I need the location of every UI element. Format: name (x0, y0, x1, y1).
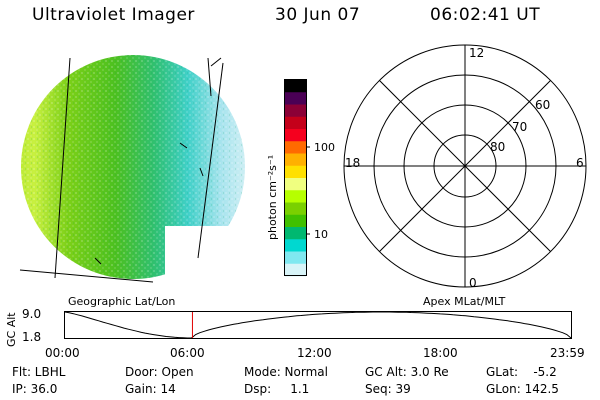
colorbar-cell (285, 214, 306, 228)
colorbar-cell (285, 92, 306, 105)
colorbar-cell (285, 165, 306, 179)
mlt-label-0: 0 (469, 276, 477, 290)
uv-earth-image (19, 55, 245, 286)
colorbar-cell (285, 227, 306, 240)
mlat-label-60: 60 (535, 98, 551, 112)
mlat-label-70: 70 (512, 120, 528, 134)
polar-grid (343, 44, 587, 288)
apex-caption: Apex MLat/MLT (423, 295, 506, 308)
glat-info: GLat: -5.2 (486, 365, 557, 379)
mlt-label-6: 6 (576, 156, 584, 170)
y-tick-9: 9.0 (22, 307, 42, 321)
colorbar-cell (285, 251, 306, 265)
colorbar-cell (285, 178, 306, 191)
instrument-title: Ultraviolet Imager (32, 5, 195, 25)
colorbar-unit-label: photon cm⁻²s⁻¹ (266, 154, 279, 240)
mlt-label-12: 12 (469, 46, 485, 60)
x-tick-0000: 00:00 (45, 346, 80, 360)
colorbar-cell (285, 104, 306, 118)
x-tick-1200: 12:00 (297, 346, 332, 360)
x-tick-1800: 18:00 (423, 346, 458, 360)
glon-info: GLon: 142.5 (486, 382, 559, 396)
mode-info: Mode: Normal (244, 365, 328, 379)
date-label: 30 Jun 07 (275, 5, 361, 25)
altitude-timeline (64, 311, 572, 339)
colorbar-cell (285, 263, 306, 277)
y-tick-1-8: 1.8 (22, 330, 42, 344)
colorbar-cell (285, 239, 306, 252)
geographic-caption: Geographic Lat/Lon (68, 295, 176, 308)
gain-info: Gain: 14 (125, 382, 176, 396)
mlt-label-18: 18 (345, 156, 361, 170)
colorbar-cell (285, 116, 306, 130)
colorbar-cell (285, 129, 306, 142)
ip-info: IP: 36.0 (12, 382, 58, 396)
colorbar-tick-100: 100 (314, 141, 335, 154)
colorbar-cell (285, 80, 306, 93)
colorbar-tick-10: 10 (314, 228, 328, 241)
gc-alt-axis-label: GC Alt (5, 312, 18, 347)
seq-info: Seq: 39 (365, 382, 411, 396)
time-label: 06:02:41 UT (430, 5, 541, 25)
colorbar (284, 79, 310, 277)
colorbar-cell (285, 153, 306, 167)
door-info: Door: Open (125, 365, 194, 379)
dsp-info: Dsp: 1.1 (244, 382, 310, 396)
x-tick-2359: 23:59 (550, 346, 585, 360)
gc-alt-info: GC Alt: 3.0 Re (365, 365, 449, 379)
x-tick-0600: 06:00 (170, 346, 205, 360)
colorbar-cell (285, 141, 306, 154)
colorbar-cell (285, 190, 306, 203)
filter-info: Flt: LBHL (12, 365, 66, 379)
colorbar-cell (285, 202, 306, 216)
mlat-label-80: 80 (490, 140, 506, 154)
